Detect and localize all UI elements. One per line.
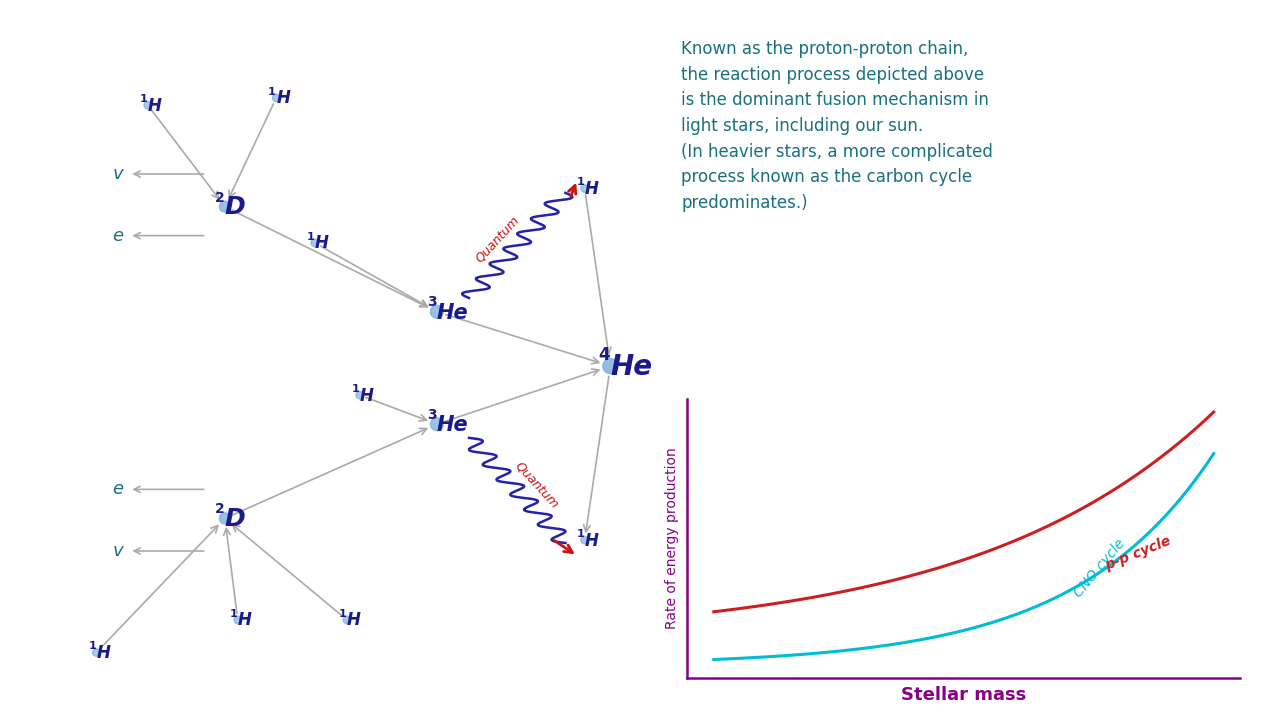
Ellipse shape (272, 94, 280, 102)
Text: H: H (585, 180, 599, 198)
Ellipse shape (234, 616, 242, 624)
Text: 1: 1 (269, 86, 276, 96)
Ellipse shape (343, 616, 351, 624)
Text: 1: 1 (339, 608, 347, 618)
Text: He: He (437, 303, 469, 323)
Text: 1: 1 (140, 94, 148, 104)
Text: D: D (225, 507, 245, 531)
Ellipse shape (93, 649, 100, 656)
Text: v: v (112, 542, 123, 560)
Ellipse shape (430, 305, 443, 318)
Text: H: H (347, 611, 361, 629)
Ellipse shape (311, 239, 319, 246)
Ellipse shape (144, 102, 152, 109)
Text: H: H (96, 644, 111, 662)
Text: 4: 4 (598, 346, 609, 363)
Text: He: He (610, 353, 653, 381)
Text: He: He (437, 415, 469, 435)
Text: H: H (148, 96, 162, 115)
Text: H: H (360, 386, 374, 405)
Ellipse shape (220, 513, 230, 524)
Text: 3: 3 (427, 408, 436, 422)
Text: CNO cycle: CNO cycle (1072, 536, 1128, 600)
Ellipse shape (430, 418, 443, 431)
Text: H: H (276, 89, 290, 107)
Ellipse shape (581, 185, 589, 192)
Text: 1: 1 (577, 529, 585, 539)
Text: H: H (585, 531, 599, 550)
Text: 3: 3 (427, 296, 436, 310)
Text: 1: 1 (352, 384, 360, 394)
Text: 2: 2 (215, 191, 225, 204)
X-axis label: Stellar mass: Stellar mass (901, 686, 1027, 704)
Text: 1: 1 (577, 177, 585, 187)
Y-axis label: Rate of energy production: Rate of energy production (666, 447, 680, 629)
Text: e: e (112, 227, 123, 244)
Text: H: H (315, 234, 329, 252)
Ellipse shape (581, 536, 589, 544)
Text: v: v (112, 165, 123, 183)
Text: 1: 1 (230, 608, 238, 618)
Text: 1: 1 (307, 231, 315, 241)
Text: Quantum: Quantum (513, 459, 562, 510)
Text: 2: 2 (215, 502, 225, 516)
Ellipse shape (220, 201, 230, 212)
Text: Quantum: Quantum (473, 214, 522, 265)
Ellipse shape (356, 392, 364, 399)
Text: Known as the proton-proton chain,
the reaction process depicted above
is the dom: Known as the proton-proton chain, the re… (681, 40, 993, 212)
Ellipse shape (603, 359, 618, 373)
Text: H: H (238, 611, 252, 629)
Text: e: e (112, 481, 123, 498)
Text: p-p cycle: p-p cycle (1104, 534, 1173, 573)
Text: D: D (225, 196, 245, 220)
Text: 1: 1 (89, 641, 96, 651)
